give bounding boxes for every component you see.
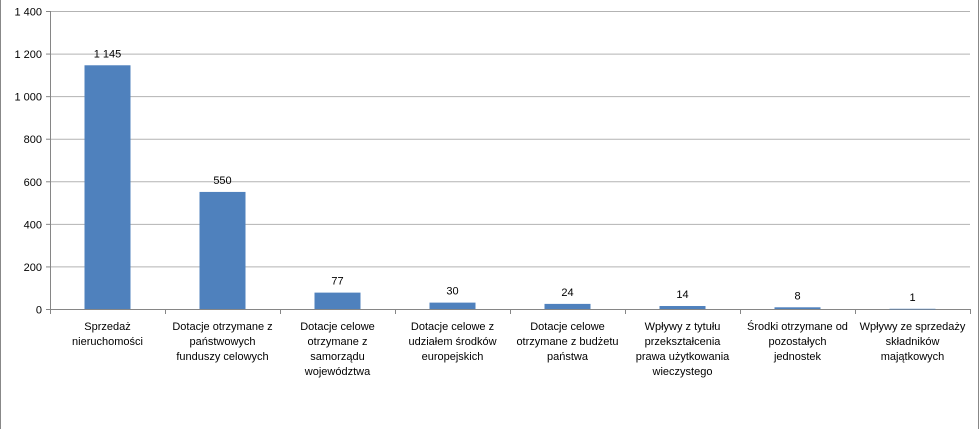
y-tick-label: 400 (24, 219, 42, 231)
category-label-line: otrzymane z (308, 336, 368, 348)
y-tick-label: 1 400 (14, 7, 42, 19)
bar (774, 307, 821, 309)
category-label-line: Dotacje celowe (530, 321, 605, 333)
y-tick-label: 1 000 (14, 92, 42, 104)
bar (84, 65, 131, 310)
data-label: 77 (331, 276, 343, 288)
category-label-line: składników (886, 336, 940, 348)
category-label: Środki otrzymane od pozostałych jednostek (747, 320, 848, 363)
category-label: Wpływy ze sprzedaży składników majątkowych (860, 321, 966, 363)
category-label-line: Środki otrzymane od (747, 320, 848, 333)
category-label-line: funduszy celowych (176, 351, 268, 363)
category-label-line: samorządu (310, 351, 364, 363)
data-label: 30 (446, 286, 458, 298)
category-label-line: wieczystego (652, 366, 713, 378)
category-label-line: Wpływy z tytułu (645, 321, 721, 333)
category-label-line: jednostek (773, 351, 822, 363)
y-tick-label: 600 (24, 177, 42, 189)
bar (659, 306, 706, 309)
y-tick-label: 200 (24, 262, 42, 274)
category-label-line: majątkowych (881, 351, 945, 363)
category-label-line: Dotacje otrzymane z (172, 321, 272, 333)
category-label-line: europejskich (422, 351, 484, 363)
category-label-line: Wpływy ze sprzedaży (860, 321, 966, 333)
bar (429, 302, 476, 309)
category-label-line: pozostałych (768, 336, 826, 348)
bar (889, 308, 936, 310)
data-label: 1 (909, 292, 915, 304)
category-label-line: otrzymane z budżetu (516, 336, 618, 348)
bar (544, 303, 591, 309)
category-label-line: Sprzedaż (84, 321, 130, 333)
y-tick-label: 1 200 (14, 49, 42, 61)
bar (314, 292, 361, 309)
category-label: Sprzedaż nieruchomości (72, 321, 143, 348)
y-tick-label: 0 (36, 305, 42, 317)
category-label-line: przekształcenia (645, 336, 722, 348)
bar (199, 191, 246, 309)
category-label-line: państwowych (189, 336, 255, 348)
data-label: 24 (561, 287, 573, 299)
category-label: Dotacje celowe otrzymane z budżetu państwa (516, 321, 618, 363)
category-label-line: nieruchomości (72, 336, 143, 348)
category-label-line: udziałem środków (408, 336, 496, 348)
data-label: 8 (794, 290, 800, 302)
category-label-line: prawa użytkowania (636, 351, 730, 363)
category-label: Dotacje celowe z udziałem środków europejs… (408, 321, 496, 363)
data-label: 1 145 (94, 48, 122, 60)
category-label: Dotacje celowe otrzymane z samorządu wojewó… (300, 321, 375, 378)
category-label-line: państwa (547, 351, 589, 363)
category-label-line: Dotacje celowe z (411, 321, 494, 333)
category-label-line: województwa (304, 366, 371, 378)
data-label: 14 (676, 289, 688, 301)
y-tick-label: 800 (24, 134, 42, 146)
category-label-line: Dotacje celowe (300, 321, 375, 333)
category-label: Dotacje otrzymane z państwowych funduszy c… (172, 321, 272, 363)
category-label: Wpływy z tytułu przekształcenia prawa użyt… (636, 321, 730, 378)
data-label: 550 (213, 175, 231, 187)
